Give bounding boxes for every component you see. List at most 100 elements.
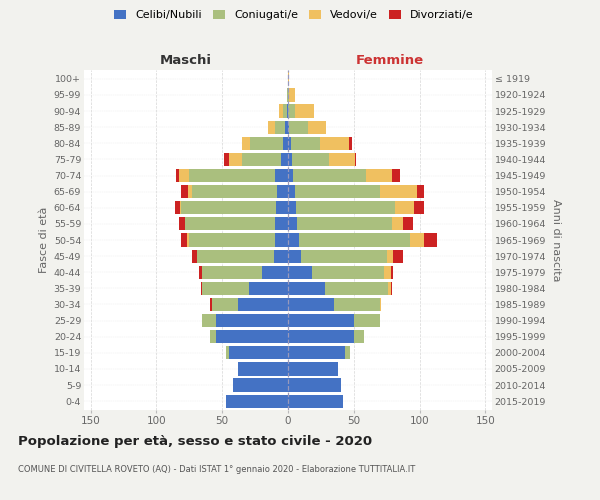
Bar [229,346,288,360]
Bar [238,298,288,311]
Bar [288,282,388,295]
Bar [287,88,288,102]
Bar [288,394,343,407]
Bar [238,362,288,376]
Bar [250,136,288,150]
Bar [281,153,288,166]
Bar [185,218,288,230]
Bar [288,394,343,407]
Bar [288,378,341,392]
Bar [274,250,288,262]
Bar [288,298,334,311]
Bar [287,88,288,102]
Bar [288,153,292,166]
Bar [277,185,288,198]
Bar [288,234,299,246]
Bar [226,394,288,407]
Bar [288,394,343,407]
Bar [288,201,296,214]
Bar [238,362,288,376]
Bar [288,218,392,230]
Bar [288,153,329,166]
Bar [286,120,288,134]
Bar [201,282,288,295]
Bar [202,266,288,279]
Bar [188,185,288,198]
Bar [238,362,288,376]
Bar [288,169,365,182]
Bar [202,314,288,327]
Bar [197,250,288,262]
Bar [189,169,288,182]
Bar [224,153,288,166]
Bar [288,330,364,344]
Bar [233,378,288,392]
Bar [288,201,424,214]
Bar [288,362,338,376]
Bar [262,266,288,279]
Bar [288,136,320,150]
Bar [288,378,341,392]
Bar [229,153,288,166]
Bar [197,250,288,262]
Bar [275,218,288,230]
Bar [233,378,288,392]
Bar [202,266,288,279]
Bar [226,346,288,360]
Bar [288,330,354,344]
Bar [288,266,393,279]
Bar [233,378,288,392]
Bar [288,153,356,166]
Bar [185,218,288,230]
Bar [288,378,341,392]
Bar [288,120,308,134]
Bar [215,314,288,327]
Bar [211,330,288,344]
Bar [268,120,288,134]
Bar [288,266,311,279]
Bar [288,314,354,327]
Bar [288,346,350,360]
Bar [242,153,288,166]
Text: Maschi: Maschi [160,54,212,68]
Bar [288,298,382,311]
Bar [226,394,288,407]
Bar [202,314,288,327]
Text: Popolazione per età, sesso e stato civile - 2020: Popolazione per età, sesso e stato civil… [18,435,372,448]
Bar [288,169,400,182]
Bar [226,346,288,360]
Bar [288,362,338,376]
Bar [288,153,355,166]
Bar [288,234,410,246]
Text: Femmine: Femmine [356,54,424,68]
Bar [288,282,392,295]
Bar [279,104,288,118]
Bar [288,266,391,279]
Bar [226,346,288,360]
Bar [288,120,326,134]
Bar [288,314,380,327]
Bar [187,234,288,246]
Bar [288,136,352,150]
Bar [288,104,314,118]
Bar [192,185,288,198]
Y-axis label: Fasce di età: Fasce di età [40,207,49,273]
Bar [288,282,325,295]
Bar [288,234,424,246]
Bar [288,346,350,360]
Bar [288,201,415,214]
Bar [233,378,288,392]
Bar [288,185,417,198]
Bar [288,185,424,198]
Bar [275,234,288,246]
Bar [288,218,413,230]
Bar [176,169,288,182]
Bar [288,120,289,134]
Bar [288,362,338,376]
Bar [288,185,295,198]
Bar [202,282,288,295]
Bar [288,282,391,295]
Bar [288,185,380,198]
Bar [288,298,382,311]
Bar [288,88,295,102]
